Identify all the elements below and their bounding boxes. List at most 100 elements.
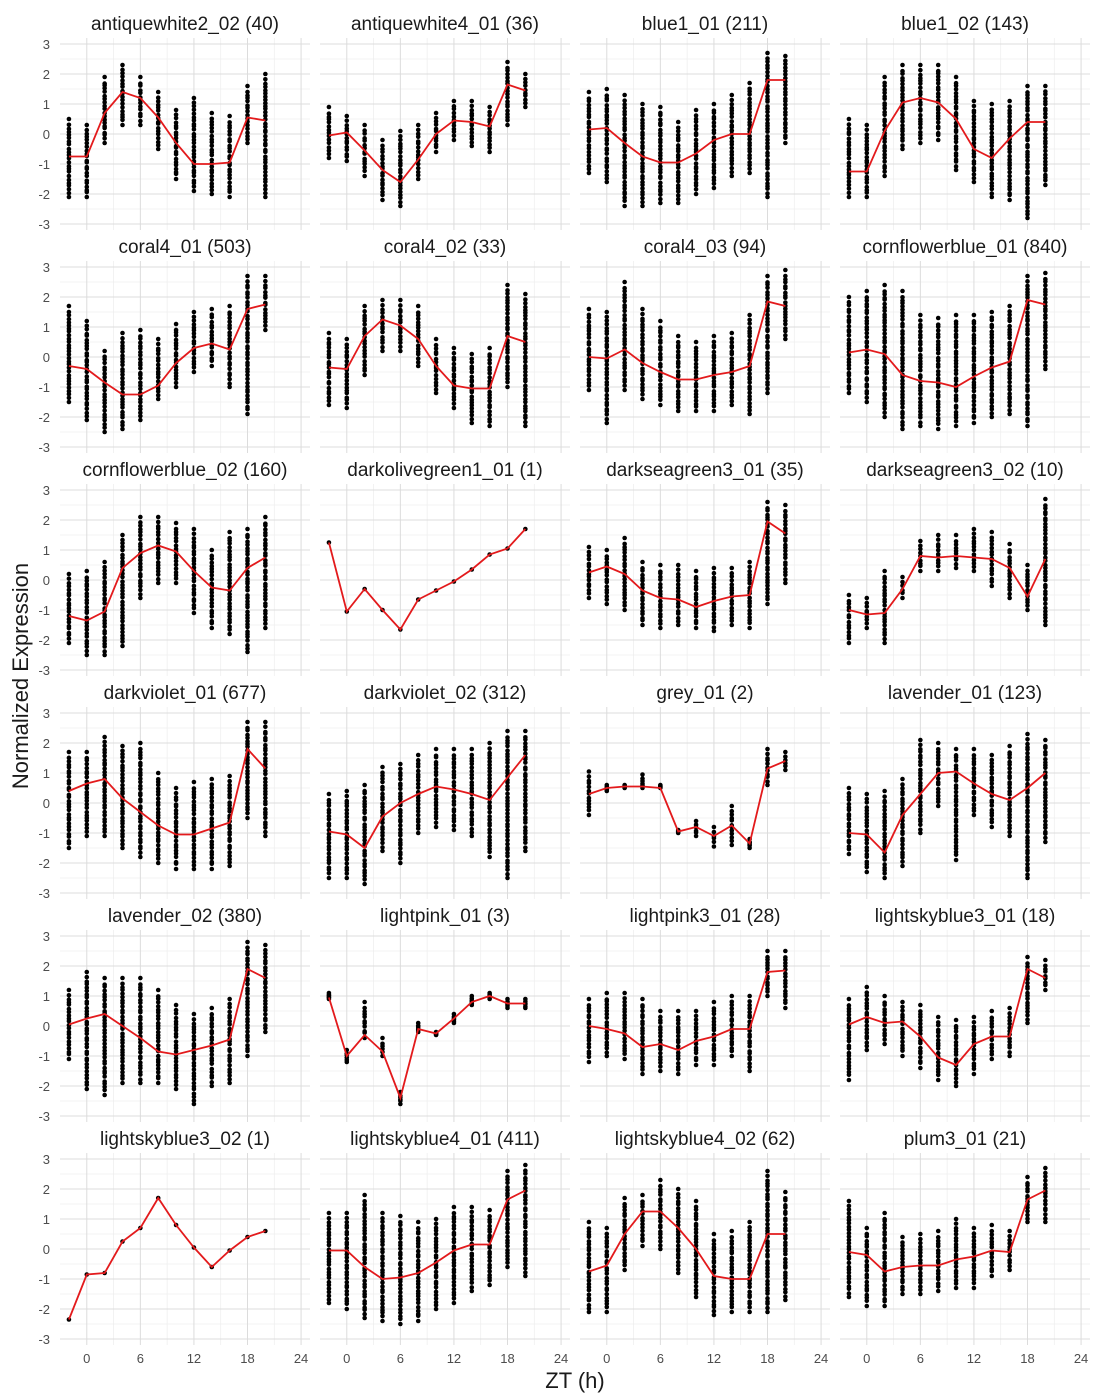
data-point [326,369,332,375]
data-point [263,186,268,192]
data-point [523,76,528,82]
data-point [398,167,403,173]
data-point [658,338,663,343]
data-point [693,137,699,143]
data-point [846,129,852,135]
data-point [604,106,610,112]
data-point [783,116,788,122]
data-point [102,412,107,418]
data-point [604,406,610,412]
data-point [604,396,610,402]
data-point [971,114,977,119]
data-point [245,89,250,95]
data-point [398,344,403,350]
data-point [362,344,367,350]
data-point [900,81,905,87]
data-point [469,126,475,132]
data-point [918,312,923,318]
data-point [138,349,143,355]
data-point [451,823,457,829]
data-point [989,194,995,200]
data-point [209,866,215,872]
data-point [191,95,197,101]
data-point [586,346,592,352]
data-point [1007,591,1012,597]
data-point [971,766,977,771]
data-point [102,408,107,413]
data-point [935,412,941,417]
data-point [245,356,250,361]
y-tick-label: -3 [38,1109,50,1124]
data-point [622,153,627,158]
data-point [102,591,107,597]
data-point [227,782,232,788]
data-point [173,156,179,162]
data-point [693,123,699,129]
data-point [1043,320,1048,325]
data-point [245,1053,250,1059]
data-point [935,776,941,781]
data-point [84,400,90,406]
data-point [469,810,475,815]
data-point [783,536,788,541]
data-point [658,184,663,189]
data-point [138,514,143,520]
y-tick-label: 2 [43,736,50,751]
data-point [765,365,770,371]
data-point [622,541,627,547]
data-point [765,312,770,318]
data-point [191,531,197,537]
data-point [209,187,215,193]
data-point [989,368,995,373]
data-point [693,130,699,136]
data-point [227,823,232,829]
data-point [971,802,977,808]
data-point [918,85,923,91]
data-point [640,601,645,607]
data-point [120,409,125,415]
data-point [882,159,887,164]
data-point [138,343,143,349]
data-point [66,320,72,325]
data-point [747,86,752,92]
data-point [380,801,385,807]
data-point [1007,743,1012,749]
data-point [783,333,788,338]
data-point [102,739,107,745]
data-point [66,359,72,364]
data-point [783,284,788,289]
data-point [586,335,592,340]
data-point [487,345,492,351]
data-point [362,868,367,873]
data-point [1043,589,1048,594]
data-point [227,574,232,579]
data-point [120,379,125,385]
data-point [971,812,977,818]
data-point [415,165,421,171]
data-point [640,339,645,344]
data-point [155,102,161,108]
data-point [586,96,592,101]
data-point [191,127,197,132]
data-point [66,316,72,322]
y-tick-label: -3 [38,217,50,232]
data-point [263,319,268,325]
data-point [765,555,770,561]
data-point [935,91,941,97]
data-point [469,409,475,414]
data-point [362,173,367,179]
data-point [882,640,887,646]
data-point [900,782,905,787]
data-point [783,68,788,74]
data-point [120,606,125,611]
data-point [120,815,125,821]
data-point [711,162,717,167]
y-tick-label: -3 [38,886,50,901]
data-point [344,405,350,411]
data-point [1025,406,1030,411]
data-point [1025,199,1030,204]
data-point [263,820,268,825]
panel: blue1_02 (143) [840,14,1090,230]
data-point [505,78,510,84]
data-point [971,165,977,171]
